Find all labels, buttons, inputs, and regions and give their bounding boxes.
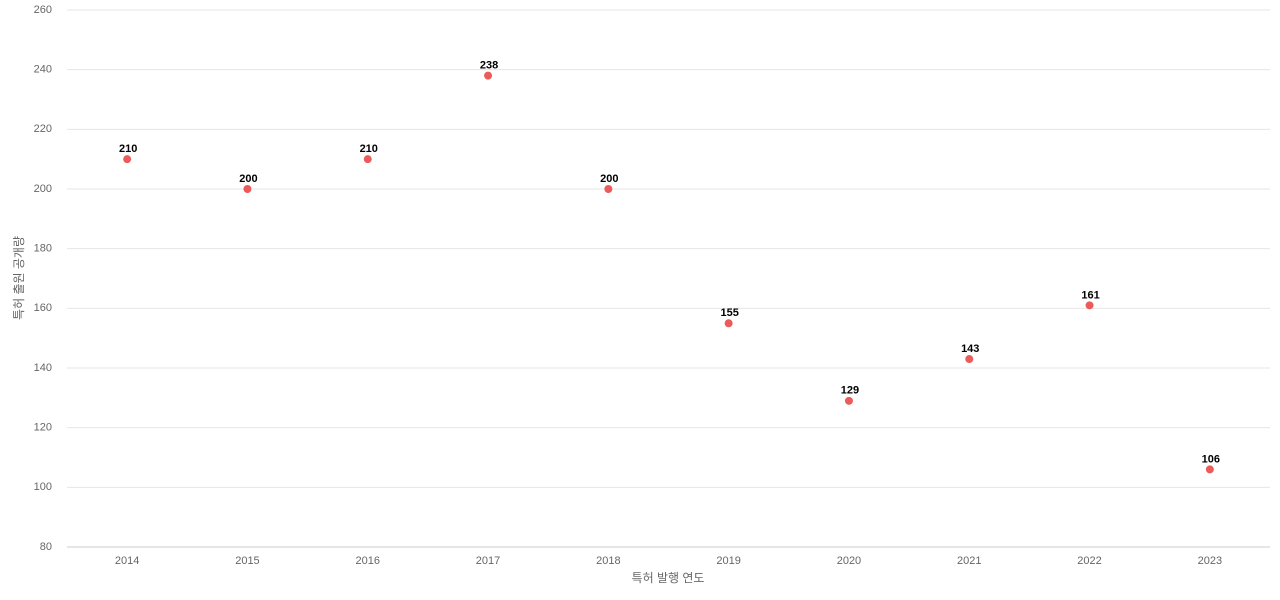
value-label: 106 bbox=[1202, 453, 1220, 465]
x-tick-label: 2017 bbox=[476, 555, 500, 567]
point bbox=[363, 155, 372, 164]
y-tick-label: 220 bbox=[34, 123, 52, 135]
x-tick-label: 2022 bbox=[1077, 555, 1101, 567]
value-label: 200 bbox=[600, 173, 618, 185]
value-label: 200 bbox=[239, 173, 257, 185]
point bbox=[604, 185, 613, 193]
x-tick-label: 2020 bbox=[837, 555, 861, 567]
point bbox=[484, 71, 493, 80]
point bbox=[243, 185, 252, 193]
value-label: 210 bbox=[360, 143, 378, 155]
value-label: 143 bbox=[961, 343, 979, 355]
point bbox=[844, 396, 853, 405]
value-label: 238 bbox=[480, 60, 498, 72]
x-tick-label: 2023 bbox=[1198, 555, 1222, 567]
x-tick-label: 2021 bbox=[957, 555, 981, 567]
point bbox=[965, 355, 974, 364]
y-tick-label: 160 bbox=[34, 302, 52, 314]
value-label: 210 bbox=[119, 143, 137, 155]
x-tick-label: 2019 bbox=[716, 555, 740, 567]
point bbox=[1085, 301, 1094, 310]
point bbox=[1205, 465, 1214, 474]
point bbox=[724, 319, 733, 328]
value-label: 155 bbox=[720, 307, 738, 319]
y-tick-label: 240 bbox=[34, 64, 52, 76]
x-tick-label: 2014 bbox=[115, 555, 139, 567]
y-tick-label: 200 bbox=[34, 183, 52, 195]
point bbox=[123, 155, 132, 164]
value-label: 161 bbox=[1081, 289, 1099, 301]
y-axis-title: 특허 출원 공개량 bbox=[12, 236, 26, 320]
y-tick-label: 100 bbox=[34, 481, 52, 493]
y-tick-label: 80 bbox=[40, 541, 52, 553]
x-tick-label: 2016 bbox=[356, 555, 380, 567]
y-tick-label: 120 bbox=[34, 422, 52, 434]
value-label: 129 bbox=[841, 385, 859, 397]
x-tick-label: 2015 bbox=[235, 555, 259, 567]
y-tick-label: 180 bbox=[34, 243, 52, 255]
x-tick-label: 2018 bbox=[596, 555, 620, 567]
x-axis-title: 특허 발행 연도 bbox=[632, 570, 705, 585]
y-tick-label: 260 bbox=[34, 4, 52, 16]
y-tick-label: 140 bbox=[34, 362, 52, 374]
